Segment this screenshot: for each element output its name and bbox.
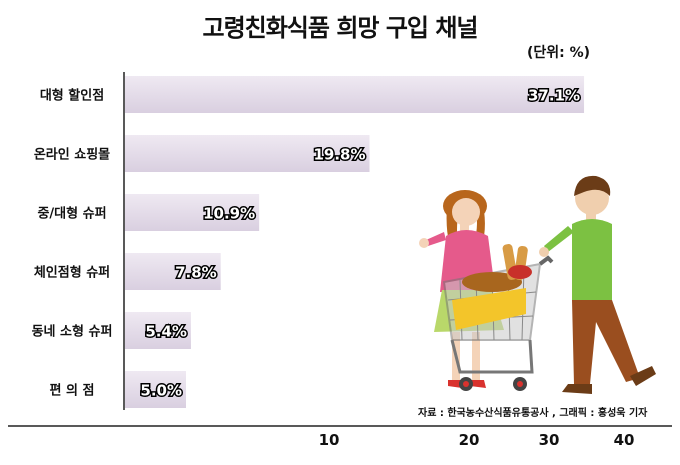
x-tick-label: 30	[539, 431, 560, 449]
value-label: 37.1%	[528, 87, 580, 105]
value-label: 19.8%	[313, 146, 365, 164]
value-label: 10.9%	[203, 205, 255, 223]
category-label: 동네 소형 슈퍼	[32, 324, 113, 340]
bar	[125, 312, 191, 349]
category-label: 대형 할인점	[40, 88, 104, 104]
bar	[125, 371, 186, 408]
ticks-layer: 10 20 30 40	[319, 431, 635, 449]
bar	[125, 135, 370, 172]
chart-title: 고령친화식품 희망 구입 채널	[202, 14, 478, 42]
value-label: 5.0%	[140, 382, 182, 400]
unit-label: (단위: %)	[527, 45, 591, 61]
x-tick-label: 10	[319, 431, 340, 449]
category-label: 중/대형 슈퍼	[37, 206, 106, 222]
bars-layer	[125, 76, 585, 408]
bar	[125, 253, 221, 290]
x-tick-label: 20	[459, 431, 480, 449]
value-label: 5.4%	[145, 323, 187, 341]
value-label: 7.8%	[175, 264, 217, 282]
category-label: 편 의 점	[50, 383, 95, 399]
category-label: 온라인 쇼핑몰	[34, 147, 110, 163]
bar	[125, 76, 585, 113]
x-tick-label: 40	[614, 431, 635, 449]
bar	[125, 194, 260, 231]
source-note: 자료 : 한국농수산식품유통공사 , 그래픽 : 홍성욱 기자	[418, 408, 648, 419]
shopping-couple-with-cart-icon	[419, 175, 656, 394]
category-label: 체인점형 슈퍼	[34, 265, 110, 281]
labels-layer: 대형 할인점 37.1% 온라인 쇼핑몰 19.8% 중/대형 슈퍼 10.9% 체인점형 …	[32, 85, 582, 401]
